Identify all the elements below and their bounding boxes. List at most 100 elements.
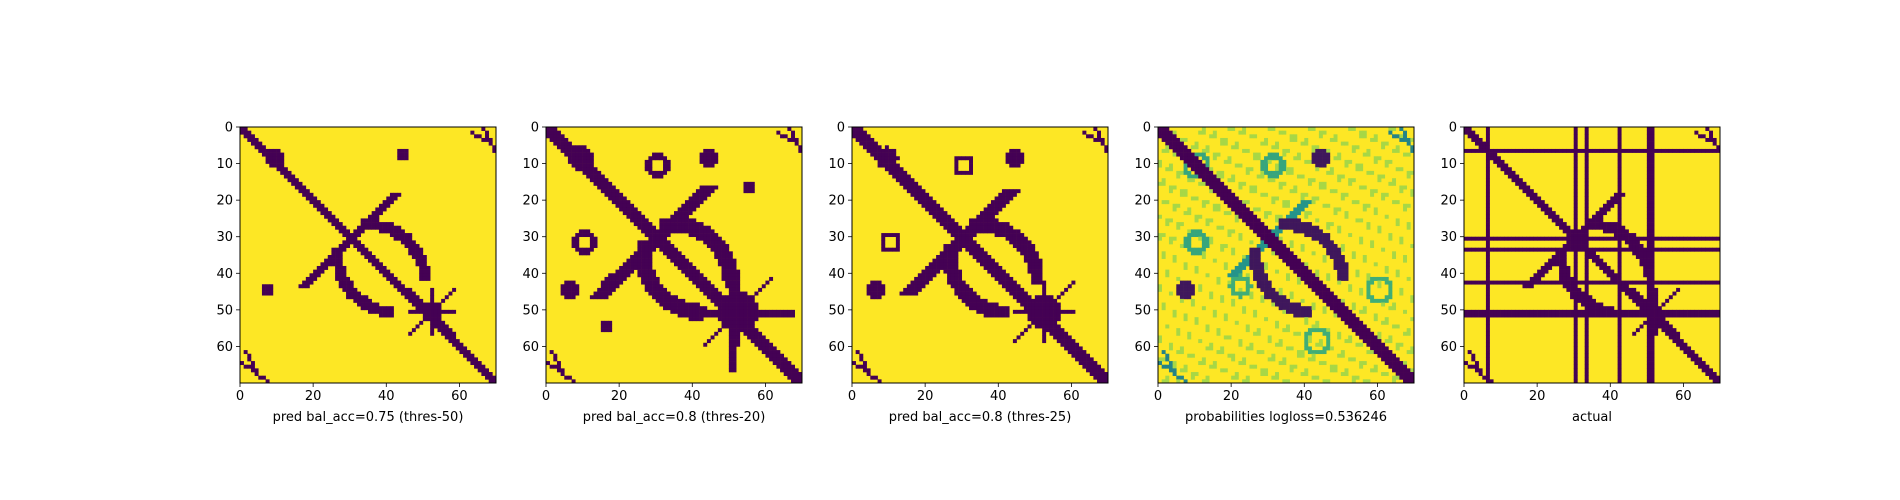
heatmap-cell — [1034, 276, 1039, 281]
heatmap-cell — [1289, 218, 1294, 223]
heatmap-cell — [1584, 156, 1589, 161]
heatmap-cell — [681, 309, 686, 314]
heatmap-cell — [360, 218, 365, 223]
heatmap-cell — [1307, 178, 1312, 183]
heatmap-cell — [1464, 127, 1468, 131]
heatmap-cell — [1307, 222, 1312, 227]
heatmap-cell — [305, 196, 310, 201]
heatmap-cell — [1256, 328, 1261, 333]
heatmap-cell — [1326, 152, 1331, 157]
heatmap-cell — [1573, 229, 1578, 234]
heatmap-cell — [1661, 317, 1666, 322]
heatmap-cell — [1329, 302, 1334, 307]
heatmap-cell — [1635, 302, 1640, 307]
heatmap-cell — [1646, 148, 1651, 153]
heatmap-cell — [666, 167, 671, 172]
heatmap-cell — [593, 167, 598, 172]
heatmap-cell — [1201, 130, 1206, 135]
heatmap-cell — [1705, 148, 1710, 153]
heatmap-cell — [659, 295, 664, 300]
heatmap-cell — [1223, 200, 1228, 205]
heatmap-cell — [1249, 222, 1254, 227]
heatmap-cell — [881, 152, 886, 157]
heatmap-cell — [1577, 291, 1582, 296]
heatmap-cell — [1012, 163, 1017, 168]
heatmap-cell — [717, 295, 722, 300]
heatmap-cell — [758, 331, 763, 336]
heatmap-cell — [1392, 375, 1397, 380]
heatmap-cell — [1234, 291, 1239, 296]
heatmap-cell — [961, 240, 966, 245]
heatmap-cell — [987, 203, 992, 208]
heatmap-cell — [1526, 185, 1531, 190]
heatmap-cell — [1537, 196, 1542, 201]
heatmap-cell — [1526, 189, 1531, 194]
heatmap-cell — [772, 361, 777, 366]
heatmap-cell — [615, 200, 620, 205]
heatmap-cell — [903, 185, 908, 190]
heatmap-cell — [725, 265, 730, 270]
heatmap-cell — [1610, 222, 1615, 227]
heatmap-cell — [1489, 313, 1494, 318]
heatmap-cell — [1042, 302, 1047, 307]
heatmap-cell — [1322, 309, 1327, 314]
heatmap-cell — [1326, 247, 1331, 252]
heatmap-cell — [1329, 167, 1334, 172]
heatmap-cell — [378, 309, 383, 314]
heatmap-cell — [1485, 214, 1490, 219]
heatmap-cell — [1617, 167, 1622, 172]
heatmap-cell — [1366, 222, 1371, 227]
heatmap-cell — [888, 148, 893, 153]
heatmap-cell — [987, 265, 992, 270]
heatmap-cell — [378, 225, 383, 230]
heatmap-cell — [1293, 331, 1298, 336]
heatmap-cell — [600, 185, 605, 190]
heatmap-cell — [1551, 211, 1556, 216]
heatmap-cell — [1340, 247, 1345, 252]
heatmap-cell — [280, 170, 285, 175]
heatmap-cell — [1348, 309, 1353, 314]
heatmap-cell — [1038, 269, 1043, 274]
heatmap-cell — [1179, 291, 1184, 296]
heatmap-cell — [1045, 313, 1050, 318]
heatmap-cell — [899, 170, 904, 175]
heatmap-cell — [1646, 229, 1651, 234]
heatmap-cell — [433, 317, 438, 322]
heatmap-cell — [331, 251, 336, 256]
heatmap-cell — [765, 309, 770, 314]
heatmap-cell — [389, 229, 394, 234]
heatmap-cell — [1001, 229, 1006, 234]
y-tick-label: 0 — [531, 121, 539, 136]
heatmap-cell — [670, 258, 675, 263]
heatmap-cell — [1613, 225, 1618, 230]
heatmap-cell — [567, 145, 572, 150]
heatmap-cell — [415, 298, 420, 303]
heatmap-cell — [637, 225, 642, 230]
heatmap-cell — [349, 233, 354, 238]
heatmap-cell — [430, 317, 435, 322]
heatmap-cell — [747, 317, 752, 322]
heatmap-cell — [1001, 276, 1006, 281]
heatmap-cell — [692, 229, 697, 234]
heatmap-cell — [1646, 218, 1651, 223]
heatmap-cell — [1322, 148, 1327, 153]
heatmap-cell — [1034, 302, 1039, 307]
heatmap-cell — [1577, 295, 1582, 300]
heatmap-cell — [1168, 145, 1173, 150]
panel-3-xlabel: pred bal_acc=0.8 (thres-25) — [889, 410, 1072, 425]
heatmap-cell — [1340, 196, 1345, 201]
heatmap-cell — [280, 159, 285, 164]
heatmap-cell — [1489, 309, 1494, 314]
heatmap-cell — [1628, 236, 1633, 241]
heatmap-cell — [950, 258, 955, 263]
heatmap-cell — [371, 225, 376, 230]
heatmap-cell — [1315, 196, 1320, 201]
heatmap-cell — [1621, 280, 1626, 285]
heatmap-cell — [1610, 269, 1615, 274]
heatmap-cell — [1403, 379, 1407, 384]
heatmap-cell — [597, 170, 602, 175]
heatmap-cell — [1406, 141, 1411, 146]
heatmap-cell — [1158, 236, 1162, 241]
heatmap-cell — [670, 255, 675, 259]
heatmap-cell — [633, 207, 638, 212]
